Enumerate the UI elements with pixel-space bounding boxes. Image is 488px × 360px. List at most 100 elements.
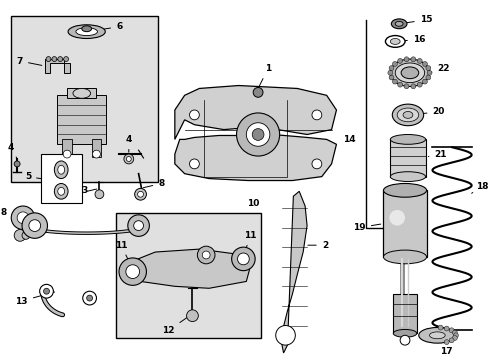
Bar xyxy=(383,190,426,257)
Circle shape xyxy=(189,110,199,120)
Circle shape xyxy=(416,82,421,87)
Circle shape xyxy=(86,295,92,301)
Circle shape xyxy=(134,188,146,200)
Ellipse shape xyxy=(81,26,91,32)
Ellipse shape xyxy=(46,57,51,62)
Ellipse shape xyxy=(58,57,62,62)
Ellipse shape xyxy=(73,89,90,98)
Ellipse shape xyxy=(402,112,412,118)
Circle shape xyxy=(425,75,430,80)
Ellipse shape xyxy=(389,39,399,44)
Ellipse shape xyxy=(63,57,68,62)
Circle shape xyxy=(133,221,143,230)
Ellipse shape xyxy=(390,19,406,29)
Circle shape xyxy=(443,339,448,345)
Polygon shape xyxy=(62,139,72,157)
Circle shape xyxy=(392,62,397,67)
Circle shape xyxy=(416,58,421,63)
Circle shape xyxy=(125,265,139,279)
Circle shape xyxy=(410,57,415,62)
Polygon shape xyxy=(175,86,336,139)
Text: 2: 2 xyxy=(307,241,327,250)
Polygon shape xyxy=(57,95,106,144)
Circle shape xyxy=(399,335,409,345)
Circle shape xyxy=(397,58,402,63)
Ellipse shape xyxy=(54,161,68,179)
Text: 11: 11 xyxy=(244,231,256,254)
Circle shape xyxy=(388,210,404,226)
Text: 4: 4 xyxy=(125,135,132,152)
Circle shape xyxy=(197,246,215,264)
Ellipse shape xyxy=(392,329,416,337)
Circle shape xyxy=(43,288,49,294)
Circle shape xyxy=(388,75,393,80)
Circle shape xyxy=(451,336,456,341)
Ellipse shape xyxy=(68,25,105,39)
Polygon shape xyxy=(67,89,96,98)
Circle shape xyxy=(253,87,263,97)
Ellipse shape xyxy=(54,184,68,199)
Ellipse shape xyxy=(418,328,455,343)
Circle shape xyxy=(448,338,453,343)
Ellipse shape xyxy=(391,104,423,126)
Circle shape xyxy=(189,159,199,169)
Circle shape xyxy=(403,84,408,89)
Ellipse shape xyxy=(383,250,426,264)
Circle shape xyxy=(437,325,442,330)
Bar xyxy=(116,213,261,338)
Circle shape xyxy=(11,206,35,230)
Bar xyxy=(389,139,425,177)
Circle shape xyxy=(22,231,30,239)
Text: 14: 14 xyxy=(343,135,355,144)
Bar xyxy=(392,294,416,333)
Text: 18: 18 xyxy=(471,182,487,193)
Polygon shape xyxy=(44,59,70,73)
Bar xyxy=(41,154,81,203)
Circle shape xyxy=(63,150,71,158)
Circle shape xyxy=(40,284,53,298)
Ellipse shape xyxy=(58,165,64,174)
Circle shape xyxy=(14,161,20,167)
Text: 8: 8 xyxy=(143,179,164,188)
Text: 17: 17 xyxy=(438,342,451,356)
Ellipse shape xyxy=(385,36,404,47)
Circle shape xyxy=(448,328,453,333)
Ellipse shape xyxy=(383,184,426,197)
Text: 19: 19 xyxy=(352,223,380,232)
Circle shape xyxy=(231,247,255,271)
Circle shape xyxy=(410,84,415,89)
Circle shape xyxy=(311,110,321,120)
Circle shape xyxy=(202,251,210,259)
Circle shape xyxy=(29,220,41,231)
Ellipse shape xyxy=(76,28,97,36)
Text: 16: 16 xyxy=(397,35,425,44)
Polygon shape xyxy=(175,135,336,180)
Text: 7: 7 xyxy=(17,57,42,66)
Circle shape xyxy=(403,57,408,62)
Ellipse shape xyxy=(58,188,64,195)
Circle shape xyxy=(451,330,456,335)
Ellipse shape xyxy=(400,67,418,79)
Ellipse shape xyxy=(428,332,444,339)
Ellipse shape xyxy=(394,63,424,82)
Circle shape xyxy=(392,79,397,84)
Text: 3: 3 xyxy=(81,186,88,195)
Text: 11: 11 xyxy=(115,241,131,266)
Text: 22: 22 xyxy=(428,64,449,73)
Bar xyxy=(11,16,158,183)
Ellipse shape xyxy=(52,57,57,62)
Circle shape xyxy=(252,129,264,140)
Circle shape xyxy=(119,258,146,285)
Circle shape xyxy=(123,154,133,164)
Circle shape xyxy=(422,62,427,67)
Polygon shape xyxy=(281,191,306,353)
Circle shape xyxy=(452,333,457,338)
Text: 10: 10 xyxy=(246,199,259,208)
Ellipse shape xyxy=(389,135,425,144)
Circle shape xyxy=(387,70,392,75)
Circle shape xyxy=(17,212,29,224)
Circle shape xyxy=(126,157,131,161)
Circle shape xyxy=(422,79,427,84)
Text: 5: 5 xyxy=(25,172,51,181)
Circle shape xyxy=(137,191,143,197)
